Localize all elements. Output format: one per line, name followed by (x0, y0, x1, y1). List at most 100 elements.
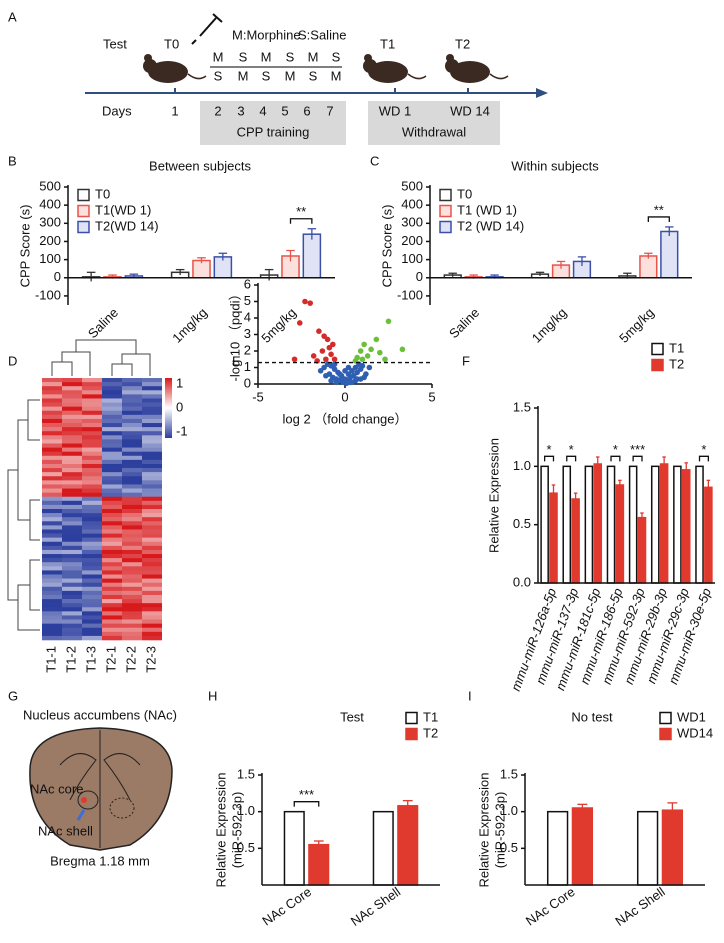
day-label: 2 (214, 103, 221, 118)
heatmap-cell (62, 574, 82, 579)
schedule-letter: S (309, 68, 318, 83)
heatmap-cell (82, 451, 102, 457)
heatmap-cell (102, 427, 122, 432)
heatmap-cell (82, 410, 102, 416)
heatmap-cell (42, 631, 62, 637)
schedule-letter: M (261, 49, 272, 64)
legend-swatch (77, 188, 90, 202)
column-label: T1-2 (63, 646, 78, 673)
heatmap-cell (122, 545, 142, 551)
heatmap-cell (122, 443, 142, 448)
heatmap-cell (42, 635, 62, 641)
time-arrow (536, 88, 548, 98)
bar (660, 230, 679, 279)
y-tick-label: 4 (244, 309, 251, 324)
point (323, 356, 329, 363)
heatmap-cell (122, 611, 142, 616)
heatmap-cell (82, 635, 102, 641)
heatmap-cell (122, 562, 142, 567)
schedule-letter: S (262, 68, 271, 83)
heatmap-cell (102, 582, 122, 588)
heatmap-cell (62, 439, 82, 444)
heatmap-cell (42, 386, 62, 391)
heatmap-cell (82, 521, 102, 526)
heatmap-cell (42, 390, 62, 395)
y-tick-label: 0 (244, 375, 251, 390)
heatmap-cell (82, 529, 102, 534)
chart-title: Test (340, 709, 364, 724)
heatmap-cell (62, 410, 82, 416)
panel-letter: I (468, 688, 472, 703)
x-tick-label: 1mg/kg (169, 305, 210, 346)
heatmap-cell (42, 615, 62, 620)
heatmap-cell (42, 480, 62, 485)
heatmap-cell (42, 488, 62, 493)
heatmap-cell (42, 525, 62, 530)
heatmap-cell (62, 455, 82, 461)
heatmap-cell (102, 410, 122, 416)
heatmap-cell (122, 582, 142, 588)
point (336, 371, 343, 377)
heatmap-cell (82, 554, 102, 559)
dendrogram-top (51, 339, 151, 376)
heatmap-cell (122, 537, 142, 543)
heatmap-cell (82, 492, 102, 498)
x-tick-label: 0 (341, 389, 348, 404)
bar (397, 805, 419, 886)
heatmap-cell (142, 463, 162, 469)
heatmap-cell (102, 607, 122, 612)
heatmap-cell (102, 476, 122, 481)
y-axis-label: Relative Expression (486, 438, 501, 553)
point (331, 356, 338, 363)
heatmap-cell (122, 414, 142, 420)
heatmap-cell (102, 627, 122, 633)
heatmap-cell (42, 549, 62, 555)
legend-swatch (77, 220, 90, 234)
heatmap-cell (82, 533, 102, 538)
heatmap-cell (82, 607, 102, 612)
heatmap-cell (82, 537, 102, 543)
heatmap-cell (122, 517, 142, 522)
legend-label: WD1 (677, 709, 706, 724)
heatmap-cell (42, 533, 62, 538)
day-label: 5 (281, 103, 288, 118)
heatmap-cell (62, 627, 82, 633)
heatmap-cell (42, 594, 62, 600)
heatmap-cell (102, 398, 122, 403)
heatmap-cell (122, 554, 142, 559)
heatmap-cell (42, 562, 62, 567)
point (319, 348, 326, 354)
heatmap-cell (142, 615, 162, 620)
significance-label: *** (299, 787, 314, 802)
heatmap-cell (82, 623, 102, 629)
heatmap-cell (42, 484, 62, 489)
y-axis-label: Relative Expression (213, 773, 228, 888)
bar (636, 810, 659, 886)
point (352, 364, 359, 371)
heatmap-cell (122, 459, 142, 465)
heatmap-cell (142, 435, 162, 440)
legend-label: T2 (423, 725, 438, 740)
bar (308, 843, 330, 886)
x-tick-label: NAc Core (523, 884, 578, 929)
significance-bracket (610, 455, 621, 462)
heatmap-cell (42, 517, 62, 522)
colorbar-label: -1 (176, 423, 188, 438)
heatmap-cell (42, 414, 62, 420)
schedule-letter: M (308, 49, 319, 64)
heatmap-cell (82, 599, 102, 604)
y-tick-label: 1.5 (500, 766, 518, 781)
heatmap-cell (82, 382, 102, 387)
heatmap-cell (102, 566, 122, 571)
heatmap-cell (42, 611, 62, 616)
heatmap-cell (82, 500, 102, 506)
x-tick-label: 5mg/kg (258, 305, 299, 346)
timepoint: T2 (455, 36, 470, 51)
heatmap-cell (122, 533, 142, 538)
heatmap-cell (62, 476, 82, 481)
heatmap-cell (142, 619, 162, 624)
heatmap-cell (142, 423, 162, 428)
heatmap-cell (62, 398, 82, 403)
legend-label: T0 (457, 186, 472, 201)
heatmap-cell (142, 627, 162, 633)
